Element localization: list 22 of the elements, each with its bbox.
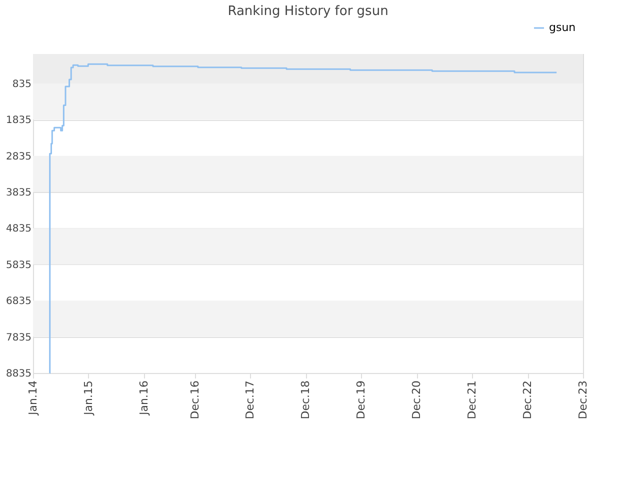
legend-label: gsun <box>549 21 576 34</box>
y-tick-label: 1835 <box>6 115 32 126</box>
y-tick-label: 8835 <box>6 368 32 380</box>
x-tick-label: Dec.21 <box>466 380 479 420</box>
y-tick-label: 6835 <box>6 296 32 308</box>
x-tick-label: Dec.17 <box>244 380 257 420</box>
x-tick-label: Jan.15 <box>82 380 95 416</box>
y-tick-label: 835 <box>12 78 32 90</box>
x-tick-label: Dec.23 <box>576 380 590 420</box>
x-tick-label: Dec.18 <box>299 380 312 420</box>
x-tick-label: Jan.16 <box>137 380 150 416</box>
y-tick-label: 2835 <box>6 151 32 162</box>
x-tick-label: Dec.22 <box>521 380 534 420</box>
y-tick-label: 5835 <box>6 260 32 271</box>
y-tick-label: 7835 <box>6 332 32 344</box>
x-tick-label: Dec.20 <box>410 380 424 420</box>
x-tick-label: Jan.14 <box>26 380 40 416</box>
y-tick-label: 4835 <box>6 224 32 235</box>
chart-title: Ranking History for gsun <box>228 4 388 19</box>
y-tick-label: 3835 <box>6 188 32 199</box>
x-tick-label: Dec.19 <box>354 380 368 420</box>
x-tick-label: Dec.16 <box>188 380 202 420</box>
